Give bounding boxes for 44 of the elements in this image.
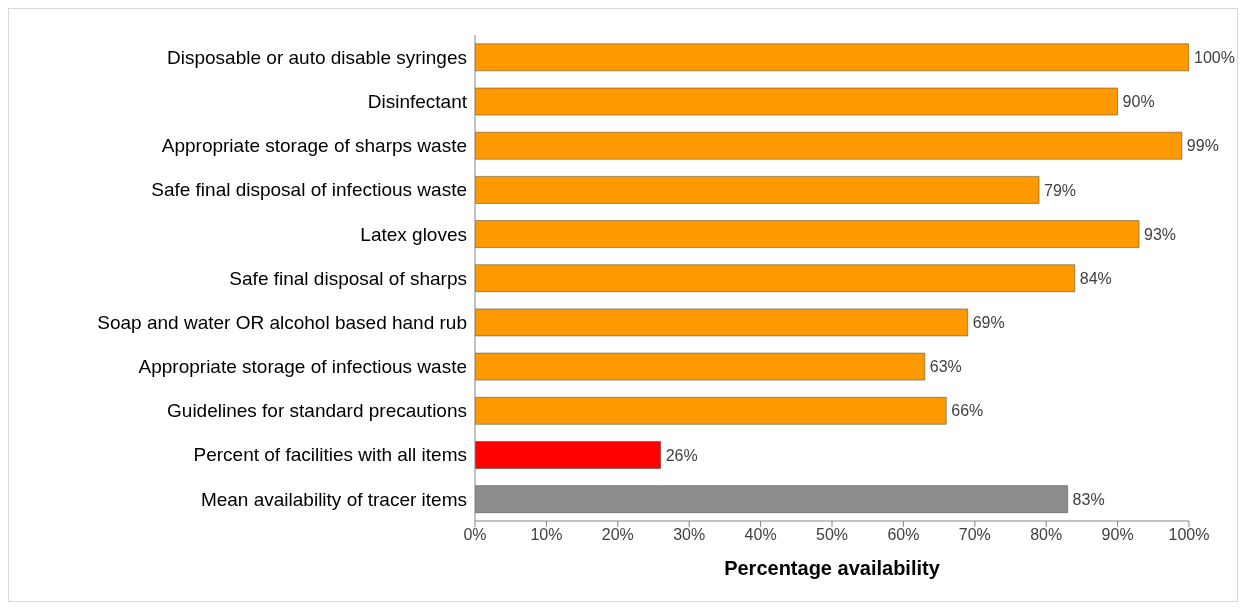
x-axis-title: Percentage availability	[724, 557, 941, 579]
bar	[475, 264, 1076, 292]
x-tick-label: 70%	[958, 526, 991, 544]
y-tick-label: Disposable or auto disable syringes	[167, 46, 467, 68]
x-tick-label: 90%	[1101, 526, 1134, 544]
data-label: 26%	[665, 446, 698, 464]
data-label: 90%	[1122, 93, 1155, 111]
data-label: 79%	[1044, 181, 1077, 199]
data-label: 99%	[1186, 137, 1219, 155]
y-tick-label: Percent of facilities with all items	[193, 444, 467, 466]
x-tick-label: 0%	[463, 526, 487, 544]
bar	[475, 352, 926, 381]
bar	[475, 397, 947, 425]
data-label: 100%	[1194, 49, 1235, 67]
y-tick-label: Disinfectant	[367, 91, 468, 113]
data-label: 84%	[1079, 269, 1112, 287]
x-tick-label: 20%	[601, 526, 634, 544]
x-tick-label: 40%	[744, 526, 777, 544]
y-tick-label: Appropriate storage of infectious waste	[138, 356, 467, 378]
y-tick-label: Mean availability of tracer items	[200, 488, 467, 510]
data-label: 63%	[929, 358, 962, 376]
y-tick-label: Safe final disposal of sharps	[229, 267, 467, 289]
bar	[475, 131, 1183, 160]
y-tick-label: Safe final disposal of infectious waste	[151, 179, 467, 201]
bar	[475, 176, 1040, 204]
y-tick-label: Soap and water OR alcohol based hand rub	[97, 311, 467, 333]
x-tick-label: 10%	[530, 526, 563, 544]
y-tick-label: Guidelines for standard precautions	[167, 400, 467, 422]
bar	[475, 220, 1140, 248]
x-tick-label: 30%	[673, 526, 706, 544]
x-tick-label: 50%	[815, 526, 849, 544]
data-label: 69%	[972, 314, 1005, 332]
x-tick-label: 100%	[1168, 526, 1210, 544]
y-tick-label: Latex gloves	[360, 223, 467, 245]
y-tick-label: Appropriate storage of sharps waste	[161, 135, 467, 157]
x-tick-label: 80%	[1030, 526, 1063, 544]
bar	[475, 441, 661, 469]
data-label: 93%	[1144, 225, 1177, 243]
data-label: 66%	[951, 402, 984, 420]
bar	[475, 87, 1118, 116]
bar	[475, 43, 1189, 72]
bar	[475, 308, 968, 337]
data-label: 83%	[1072, 490, 1105, 508]
x-tick-label: 60%	[887, 526, 920, 544]
